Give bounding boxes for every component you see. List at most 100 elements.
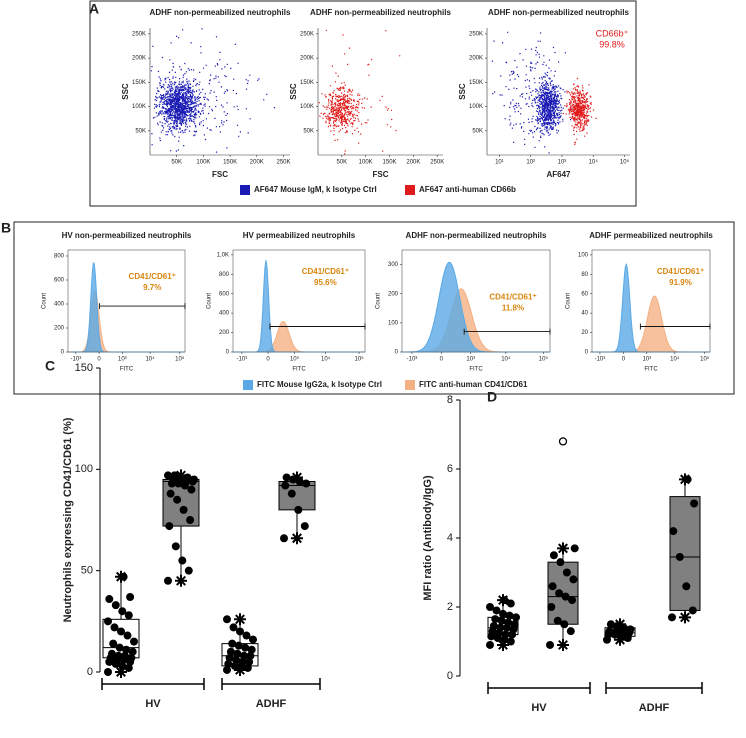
data-point [225,653,234,662]
y-tick-label: 50K [472,128,483,134]
whisker-max [679,473,691,486]
event-cloud [318,75,369,141]
x-tick-label: 250K [277,160,291,166]
data-point [124,611,133,620]
data-point [186,516,195,524]
data-point [675,552,684,561]
data-point [561,592,570,601]
whisker-min [175,574,187,587]
y-tick-label: 60 [581,291,588,297]
data-point [496,623,505,632]
data-point [236,627,244,636]
data-point [107,649,116,658]
y-tick-label: 0 [61,350,65,356]
y-tick-label: 50K [135,128,146,134]
x-tick-label: 10⁵ [175,356,185,363]
y-tick-label: 100K [300,104,314,110]
y-tick-label: 300 [388,262,399,268]
data-point [190,475,198,484]
whisker-min [614,633,626,646]
x-tick-label: -10³ [595,357,606,363]
x-tick-label: 10⁴ [145,356,155,363]
annotation: 9.7% [143,283,161,292]
gate [463,328,551,335]
y-tick-label: 250K [132,31,146,37]
x-tick-label: 200K [250,160,264,166]
data-point [164,471,172,480]
event-cloud [528,70,566,142]
annotation: 99.8% [599,39,625,49]
outlier [558,437,568,446]
event-cloud [151,66,218,152]
plot-title: ADHF non-permeabilized neutrophils [488,8,629,17]
data-point [109,639,118,648]
panel-b-frame [13,221,735,395]
y-axis-label: Count [566,293,572,309]
x-tick-label: 10³ [558,160,567,166]
whisker-max [497,594,509,607]
data-point [688,606,697,615]
annotation: CD41/CD61⁺ [129,272,176,281]
data-point [555,589,564,598]
y-tick-label: 200K [132,56,146,62]
y-tick-label: 150 [75,362,93,374]
y-axis-label: MFI ratio (Antibody/IgG) [422,475,434,601]
y-axis-label: SSC [458,83,467,100]
x-tick-label: 150K [383,160,397,166]
data-point [127,653,136,662]
data-point [549,551,558,560]
y-tick-label: 150K [300,80,314,86]
data-point [504,618,513,627]
plot-frame [67,249,186,353]
plot-title: ADHF non-permeabilized neutrophils [406,231,547,240]
x-tick-label: 10⁵ [700,356,710,363]
data-point [569,575,578,584]
data-point [226,647,235,656]
x-axis-label: FSC [373,170,389,179]
data-point [242,631,251,640]
plot-title: ADHF non-permeabilized neutrophils [310,8,451,17]
y-tick-label: 1,0K [217,252,229,258]
annotation: CD66b⁺ [596,28,629,38]
data-point [164,576,172,585]
x-tick-label: 10² [526,160,535,166]
x-tick-label: 250K [430,160,444,166]
x-tick-label: 10⁴ [321,356,331,363]
data-point [126,593,135,602]
data-point [124,663,133,672]
x-tick-label: 50K [336,160,347,166]
legend-label: FITC anti-human CD41/CD61 [419,380,528,389]
data-point [512,613,520,622]
data-point [491,615,500,624]
data-point [239,651,248,660]
plot-frame [591,249,711,353]
y-tick-label: 50K [303,128,314,134]
x-axis-label: FITC [644,367,658,373]
legend-label: AF647 Mouse IgM, k Isotype Ctrl [254,185,377,194]
group-label: ADHF [639,702,670,714]
data-point [128,647,137,656]
whisker-max [291,471,303,484]
y-tick-label: 0 [447,670,453,682]
y-axis-label: Count [42,293,48,309]
plot-frame [401,249,551,353]
x-tick-label: 0 [266,357,270,363]
whisker-min [497,638,509,651]
plot-title: HV permeabilized neutrophils [243,231,356,240]
y-axis-label: SSC [121,83,130,100]
x-tick-label: 50K [171,160,182,166]
y-axis-label: Count [207,293,213,309]
data-point [120,651,129,660]
data-point [165,522,174,531]
y-tick-label: 6 [447,463,453,475]
data-point [566,627,575,636]
data-point [546,640,554,649]
data-point [510,620,519,629]
data-point [281,481,290,490]
y-tick-label: 250K [300,31,314,37]
y-tick-label: 0 [585,350,589,356]
x-tick-label: 10⁴ [589,159,599,166]
data-point [114,651,123,660]
data-point [105,595,114,604]
x-tick-label: 100K [359,160,373,166]
